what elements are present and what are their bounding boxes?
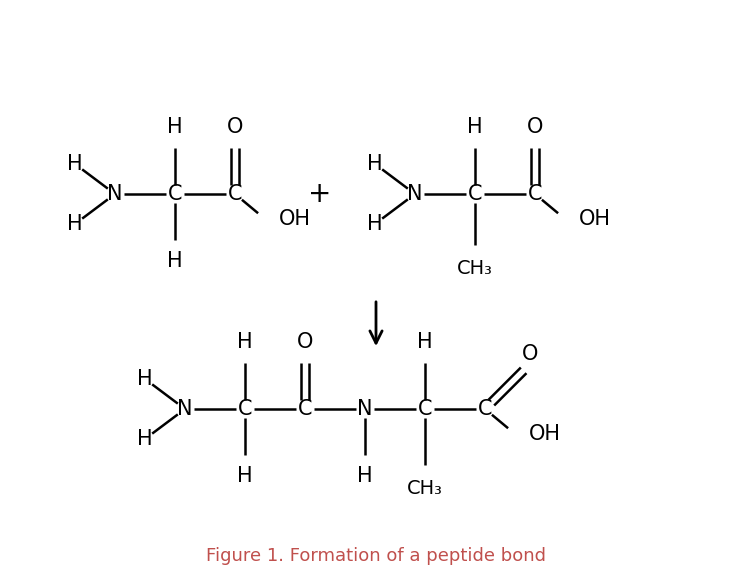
Text: H: H [67,214,83,234]
Text: H: H [367,214,383,234]
Text: H: H [237,466,253,486]
Text: H: H [167,117,183,137]
Text: OH: OH [529,424,561,444]
Text: H: H [237,332,253,352]
Text: H: H [467,117,483,137]
Text: C: C [238,399,252,419]
Text: CH₃: CH₃ [407,478,443,498]
Text: H: H [67,154,83,174]
Text: C: C [228,184,242,204]
Text: C: C [168,184,182,204]
Text: O: O [297,332,313,352]
Text: O: O [527,117,543,137]
Text: C: C [298,399,312,419]
Text: CH₃: CH₃ [457,259,493,277]
Text: N: N [357,399,373,419]
Text: Figure 1. Formation of a peptide bond: Figure 1. Formation of a peptide bond [206,547,546,565]
Text: OH: OH [579,209,611,229]
Text: C: C [468,184,482,204]
Text: H: H [137,369,153,389]
Text: C: C [418,399,432,419]
Text: C: C [478,399,493,419]
Text: N: N [108,184,123,204]
Text: H: H [357,466,373,486]
Text: H: H [137,429,153,449]
Text: H: H [167,251,183,271]
Text: H: H [417,332,433,352]
Text: OH: OH [279,209,311,229]
Text: N: N [177,399,193,419]
Text: O: O [522,344,538,364]
Text: N: N [408,184,423,204]
Text: +: + [308,180,332,208]
Text: O: O [227,117,243,137]
Text: C: C [528,184,542,204]
Text: H: H [367,154,383,174]
